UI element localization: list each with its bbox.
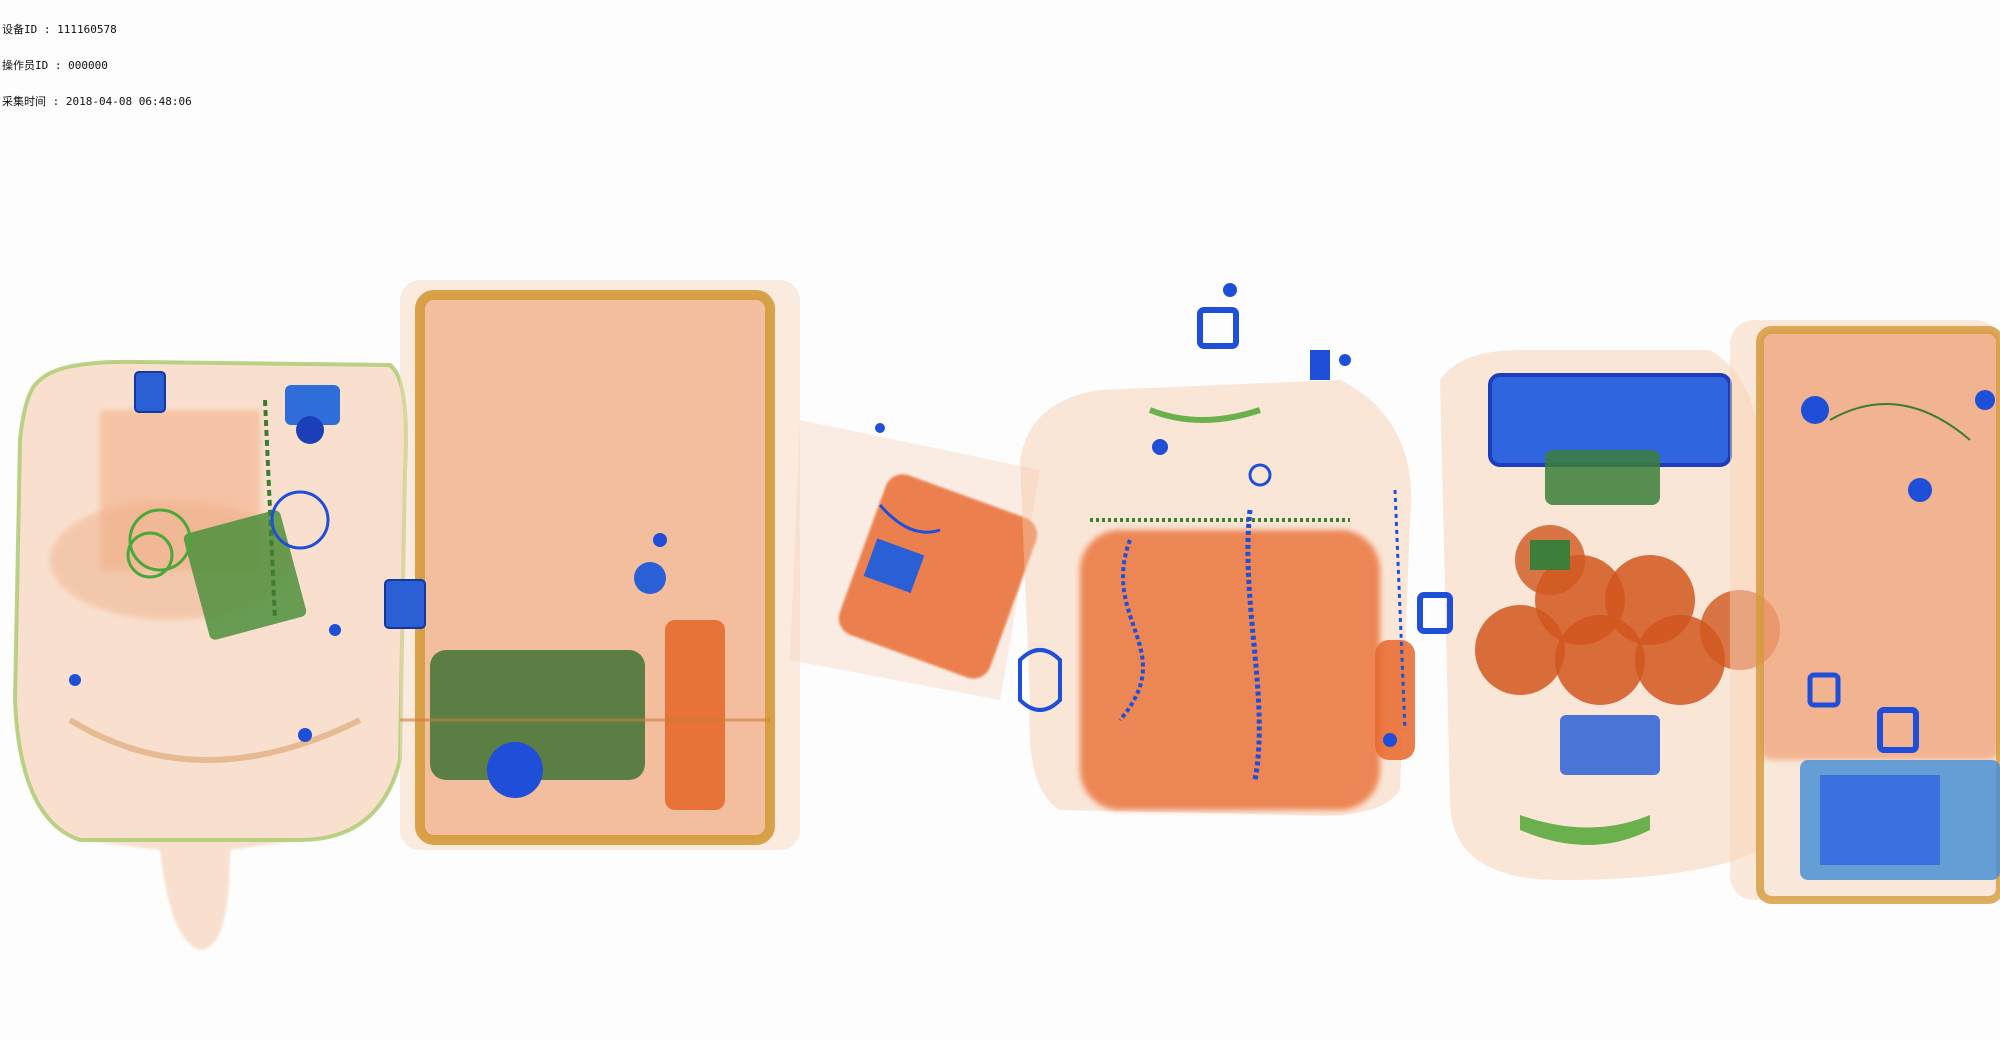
bag-small-pouch [790, 420, 1040, 700]
device-id-text: 设备ID : 111160578 [2, 23, 117, 36]
bag-duffel [1018, 283, 1415, 816]
bag-large-flask [1393, 350, 1780, 880]
bag-suitcase [384, 280, 800, 850]
bag-right-partial [1730, 320, 2000, 904]
bag-backpack-left [12, 359, 408, 950]
operator-id-text: 操作员ID : 000000 [2, 59, 108, 72]
capture-metadata: 设备ID : 111160578 操作员ID : 000000 采集时间 : 2… [2, 0, 192, 120]
capture-time-text: 采集时间 : 2018-04-08 06:48:06 [2, 95, 192, 108]
